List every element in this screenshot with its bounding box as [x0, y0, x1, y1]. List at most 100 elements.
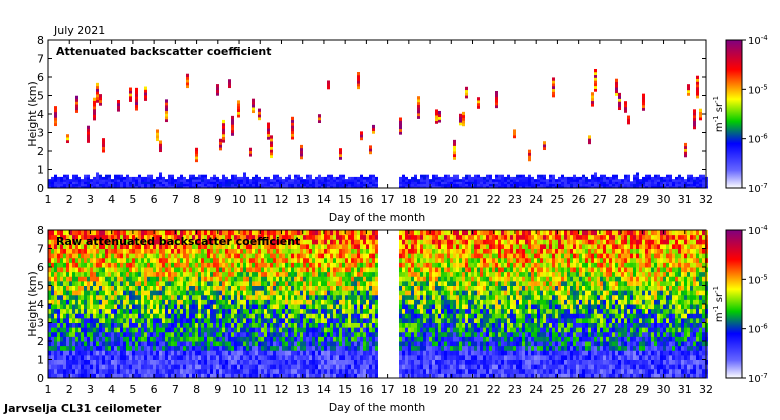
heatmap-cell [315, 257, 318, 263]
heatmap-cell [588, 183, 591, 187]
heatmap-cell [279, 294, 282, 300]
heatmap-cell [165, 102, 168, 106]
heatmap-cell [207, 373, 210, 379]
heatmap-cell [213, 294, 216, 300]
heatmap-cell [243, 331, 246, 337]
heatmap-cell [327, 341, 330, 347]
heatmap-cell [69, 359, 72, 365]
heatmap-cell [573, 181, 576, 185]
heatmap-cell [63, 354, 66, 360]
heatmap-cell [258, 280, 261, 286]
heatmap-cell [234, 285, 237, 291]
heatmap-cell [246, 276, 249, 282]
heatmap-cell [243, 262, 246, 268]
heatmap-cell [93, 111, 96, 115]
heatmap-cell [327, 336, 330, 342]
heatmap-cell [270, 276, 273, 282]
heatmap-cell [276, 308, 279, 314]
heatmap-cell [222, 230, 225, 236]
x-tick-label: 9 [214, 193, 221, 206]
heatmap-cell [198, 308, 201, 314]
x-tick-label: 14 [317, 193, 331, 206]
heatmap-cell [309, 253, 312, 259]
heatmap-cell [315, 313, 318, 319]
heatmap-cell [519, 181, 522, 185]
heatmap-cell [210, 243, 213, 249]
heatmap-cell [357, 299, 360, 305]
heatmap-cell [417, 107, 420, 111]
heatmap-cell [375, 183, 378, 187]
heatmap-cell [303, 354, 306, 360]
heatmap-cell [237, 271, 240, 277]
colorbar-tick-label: 10-5 [748, 83, 768, 96]
heatmap-cell [93, 280, 96, 286]
heatmap-cell [240, 243, 243, 249]
heatmap-cell [360, 174, 363, 178]
heatmap-cell [264, 239, 267, 245]
heatmap-cell [240, 253, 243, 259]
heatmap-cell [366, 185, 369, 189]
heatmap-cell [78, 322, 81, 328]
heatmap-cell [144, 368, 147, 374]
heatmap-cell [165, 368, 168, 374]
heatmap-cell [108, 262, 111, 268]
heatmap-cell [153, 331, 156, 337]
heatmap-cell [270, 267, 273, 273]
heatmap-cell [429, 179, 432, 182]
heatmap-cell [363, 176, 366, 180]
heatmap-cell [180, 317, 183, 323]
heatmap-cell [222, 119, 225, 124]
heatmap-cell [126, 181, 129, 185]
heatmap-cell [141, 308, 144, 314]
heatmap-cell [336, 239, 339, 245]
heatmap-cell [225, 294, 228, 300]
heatmap-cell [372, 181, 375, 185]
heatmap-cell [291, 179, 294, 182]
heatmap-cell [63, 253, 66, 259]
heatmap-cell [96, 239, 99, 245]
heatmap-cell [99, 373, 102, 379]
heatmap-cell [156, 271, 159, 277]
heatmap-cell [72, 327, 75, 333]
heatmap-cell [57, 179, 60, 182]
heatmap-cell [240, 262, 243, 268]
heatmap-cell [144, 308, 147, 314]
heatmap-cell [342, 336, 345, 342]
heatmap-cell [318, 336, 321, 342]
heatmap-cell [585, 179, 588, 182]
heatmap-cell [132, 359, 135, 365]
heatmap-cell [309, 354, 312, 360]
heatmap-cell [186, 299, 189, 305]
heatmap-cell [330, 317, 333, 323]
heatmap-cell [87, 285, 90, 291]
heatmap-cell [153, 239, 156, 245]
heatmap-cell [168, 345, 171, 351]
heatmap-cell [309, 176, 312, 180]
heatmap-cell [654, 183, 657, 187]
heatmap-cell [174, 239, 177, 245]
heatmap-cell [270, 359, 273, 365]
heatmap-cell [354, 322, 357, 328]
heatmap-cell [363, 276, 366, 282]
y-tick-label: 6 [37, 71, 44, 84]
heatmap-cell [72, 253, 75, 259]
heatmap-cell [159, 143, 162, 147]
heatmap-cell [150, 239, 153, 245]
heatmap-cell [333, 267, 336, 273]
heatmap-cell [117, 341, 120, 347]
heatmap-cell [78, 185, 81, 189]
heatmap-cell [300, 179, 303, 182]
heatmap-cell [270, 143, 273, 147]
heatmap-cell [294, 327, 297, 333]
heatmap-cell [144, 341, 147, 347]
heatmap-cell [246, 299, 249, 305]
heatmap-cell [234, 336, 237, 342]
heatmap-cell [312, 181, 315, 185]
heatmap-cell [231, 345, 234, 351]
heatmap-cell [234, 243, 237, 249]
heatmap-cell [63, 317, 66, 323]
heatmap-cell [99, 239, 102, 245]
heatmap-cell [78, 294, 81, 300]
heatmap-cell [285, 294, 288, 300]
heatmap-cell [120, 280, 123, 286]
